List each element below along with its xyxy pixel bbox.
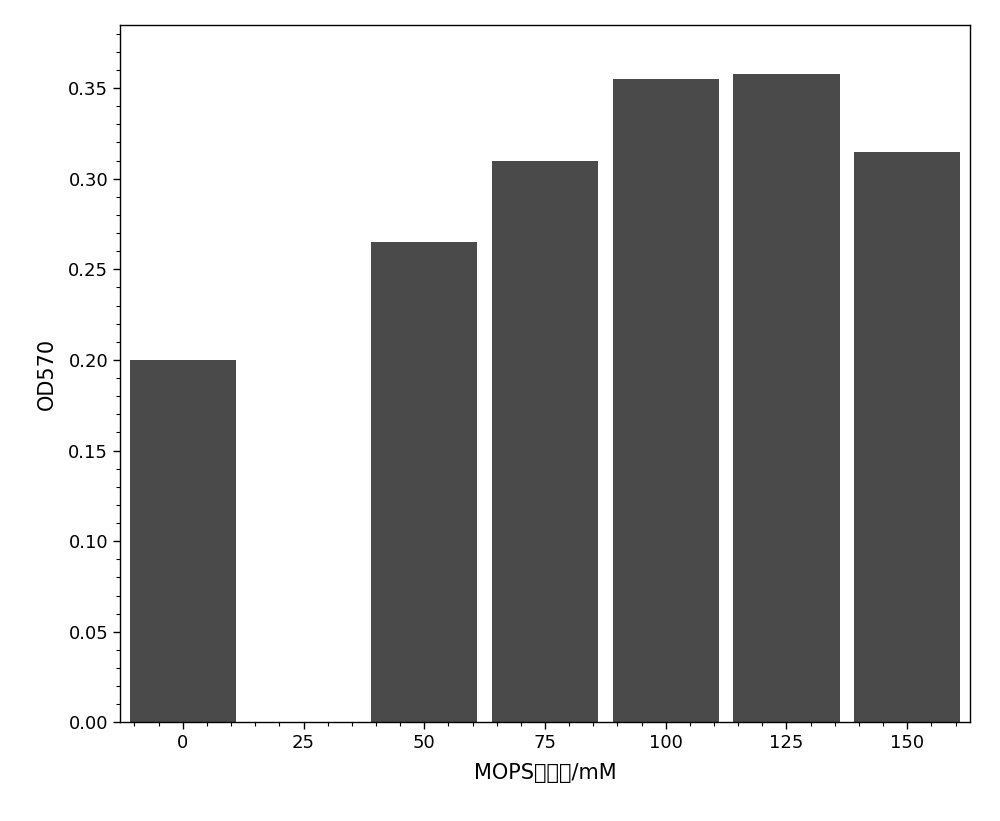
Bar bbox=[130, 360, 236, 722]
X-axis label: MOPS添加量/mM: MOPS添加量/mM bbox=[474, 764, 616, 783]
Y-axis label: OD570: OD570 bbox=[37, 337, 57, 410]
Bar bbox=[371, 242, 477, 722]
Bar bbox=[492, 161, 598, 722]
Bar bbox=[854, 152, 960, 722]
Bar bbox=[613, 79, 719, 722]
Bar bbox=[733, 74, 840, 722]
